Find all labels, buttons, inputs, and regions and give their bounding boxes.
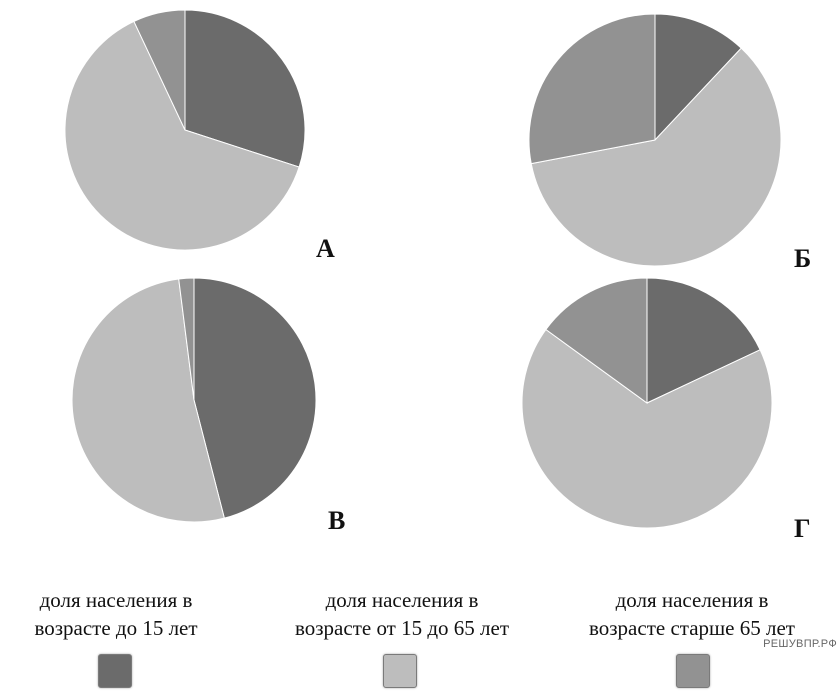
chart-label-a: А: [316, 234, 335, 263]
legend-15to65-line2: возрасте от 15 до 65 лет: [294, 616, 510, 640]
pie-a-slice-15to65: [64, 20, 300, 251]
pie-v-slice-under15: [193, 277, 317, 519]
legend-over65-line1: доля населения в: [615, 588, 769, 612]
legend-under15-line1: доля населения в: [39, 588, 193, 612]
legend-15to65-line1: доля населения в: [325, 588, 479, 612]
legend-entry-under15: доля населения в возрасте до 15 лет: [0, 586, 246, 642]
pie-b-slice-over65: [528, 13, 656, 165]
pie-g-slice-under15: [646, 277, 761, 404]
pie-chart-b: [528, 13, 782, 267]
pie-chart-v: [71, 277, 317, 523]
chart-label-v: В: [328, 506, 346, 535]
pie-a-slice-under15: [184, 9, 306, 168]
pie-g-slice-15to65: [521, 328, 773, 529]
pie-v-slice-over65: [178, 277, 195, 401]
pie-chart-g: [521, 277, 773, 529]
chart-label-g: Г: [794, 514, 811, 543]
pie-chart-a: [64, 9, 306, 251]
legend-swatch-over65: [676, 654, 710, 688]
pie-g-slice-over65: [545, 277, 648, 404]
pie-a-slice-over65: [133, 9, 186, 131]
legend-under15-line2: возрасте до 15 лет: [34, 616, 198, 640]
pie-b-slice-under15: [654, 13, 742, 142]
legend-swatch-under15: [98, 654, 132, 688]
legend-swatch-15to65: [383, 654, 417, 688]
watermark: РЕШУВПР.РФ: [763, 638, 837, 650]
legend-entry-over65: доля населения в возрасте старше 65 лет: [562, 586, 822, 642]
chart-label-b: Б: [794, 244, 812, 273]
legend-over65-line2: возрасте старше 65 лет: [588, 616, 795, 640]
legend-entry-15to65: доля населения в возрасте от 15 до 65 ле…: [272, 586, 532, 642]
pie-b-slice-15to65: [530, 47, 782, 267]
